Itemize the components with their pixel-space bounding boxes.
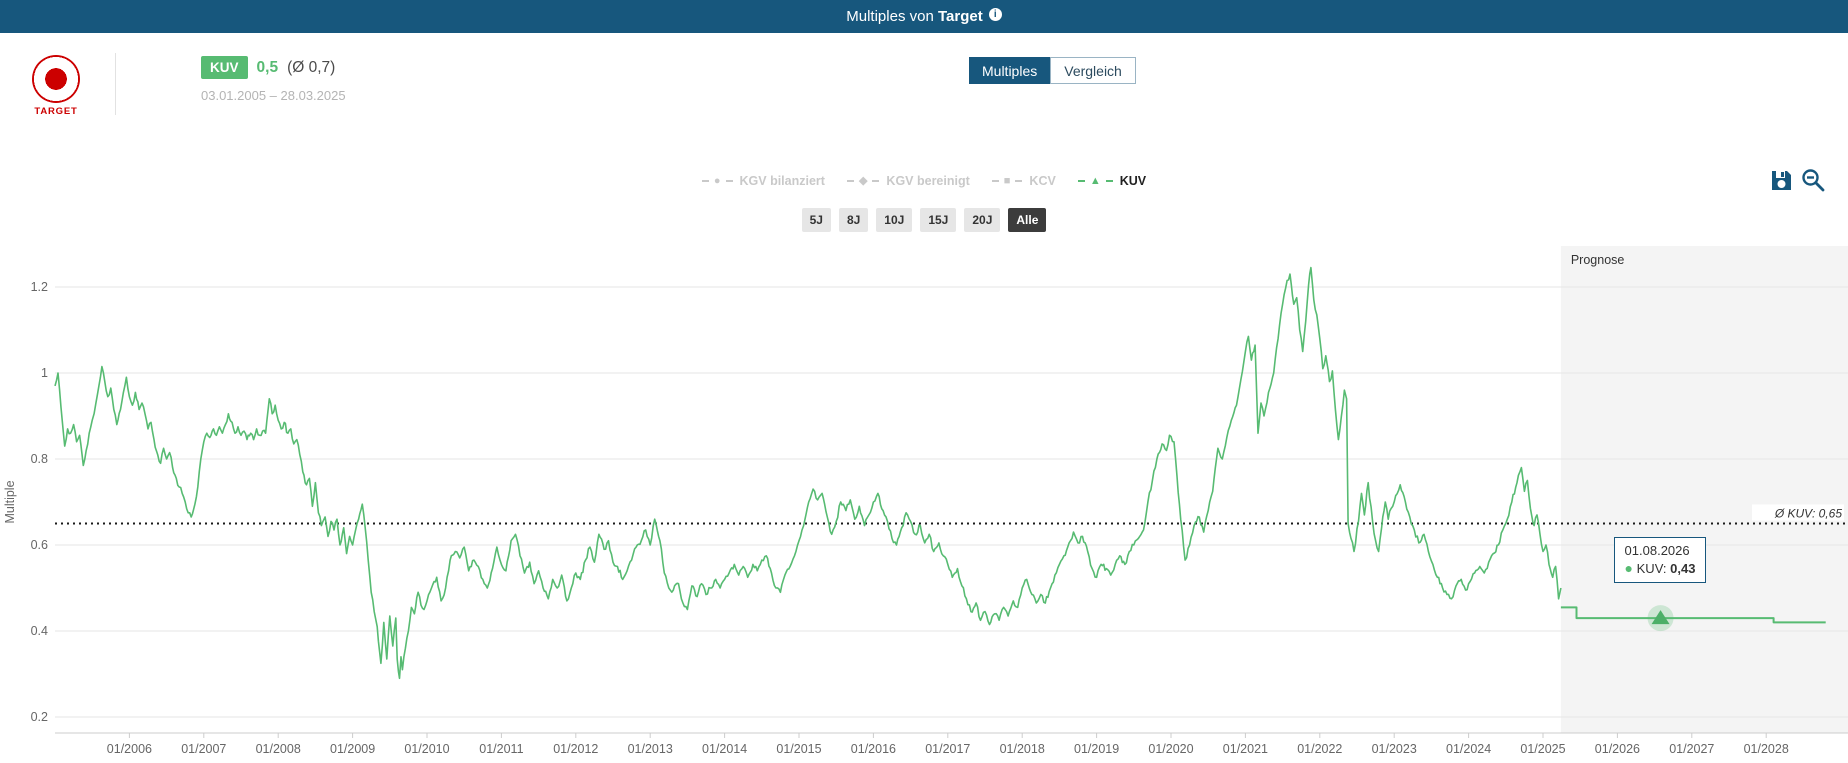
metric-current-value: 0,5 — [256, 58, 279, 76]
y-axis-tick-label: 0.6 — [31, 538, 48, 552]
x-axis-tick-label: 01/2022 — [1297, 742, 1342, 756]
target-bullseye-logo-icon — [32, 55, 80, 103]
x-axis-tick-label: 01/2020 — [1148, 742, 1193, 756]
date-range: 03.01.2005 – 28.03.2025 — [201, 88, 346, 103]
x-axis-tick-label: 01/2024 — [1446, 742, 1491, 756]
x-axis-tick-label: 01/2014 — [702, 742, 747, 756]
legend-line-icon — [1015, 180, 1023, 182]
forecast-region-label: Prognose — [1571, 253, 1625, 267]
view-tabs: Multiples Vergleich — [969, 57, 1136, 84]
x-axis-tick-label: 01/2008 — [256, 742, 301, 756]
legend-item-kcv[interactable]: ■ KCV — [991, 174, 1056, 188]
header-bar: Multiples von Target i — [0, 0, 1848, 33]
legend-label: KGV bereinigt — [886, 174, 970, 188]
x-axis-tick-label: 01/2021 — [1223, 742, 1268, 756]
x-axis-tick-label: 01/2010 — [404, 742, 449, 756]
y-axis-tick-label: 1 — [41, 366, 48, 380]
x-axis-tick-label: 01/2017 — [925, 742, 970, 756]
x-axis-tick-label: 01/2009 — [330, 742, 375, 756]
kuv-multiples-chart[interactable]: Prognose 0.2 0.4 0.6 0.8 1 1.2 Multiple 01/2006 0… — [0, 240, 1848, 763]
x-axis-tick-label: 01/2025 — [1520, 742, 1565, 756]
legend-line-icon — [701, 180, 709, 182]
x-axis-tick-label: 01/2019 — [1074, 742, 1119, 756]
kuv-point-marker-icon[interactable] — [1651, 610, 1670, 625]
y-axis-tick-label: 0.4 — [31, 624, 48, 638]
x-axis-tick-label: 01/2028 — [1744, 742, 1789, 756]
range-button-8j[interactable]: 8J — [838, 208, 869, 232]
x-axis-tick-label: 01/2018 — [1000, 742, 1045, 756]
legend-label: KUV — [1119, 174, 1147, 188]
legend-line-icon — [846, 180, 854, 182]
series-dot-icon: ● — [1624, 560, 1634, 577]
legend-item-kgv-bereinigt[interactable]: ◆ KGV bereinigt — [846, 174, 970, 188]
metric-badge: KUV — [201, 56, 248, 79]
y-axis-title: Multiple — [3, 480, 17, 523]
x-axis-tick-label: 01/2007 — [181, 742, 226, 756]
x-axis-tick-label: 01/2023 — [1372, 742, 1417, 756]
x-axis-tick-label: 01/2016 — [851, 742, 896, 756]
zoom-out-icon[interactable] — [1800, 167, 1826, 198]
chart-tooltip: 01.08.2026 ● KUV: 0,43 — [1613, 537, 1707, 584]
legend-line-icon — [991, 180, 999, 182]
tooltip-date: 01.08.2026 — [1624, 543, 1690, 559]
x-axis-tick-label: 01/2013 — [628, 742, 673, 756]
legend-line-icon — [872, 180, 880, 182]
logo-text: TARGET — [34, 106, 78, 117]
range-button-15j[interactable]: 15J — [920, 208, 957, 232]
y-axis-tick-label: 0.8 — [31, 452, 48, 466]
average-line-label: Ø KUV: 0,65 — [1774, 507, 1842, 521]
diamond-marker-icon: ◆ — [858, 174, 868, 187]
kuv-forecast-line — [1560, 606, 1826, 624]
legend-item-kgv-bilanziert[interactable]: ● KGV bilanziert — [701, 174, 825, 188]
legend-line-icon — [725, 180, 733, 182]
square-marker-icon: ■ — [1003, 174, 1011, 187]
range-button-alle[interactable]: Alle — [1008, 208, 1047, 232]
kuv-series-line — [54, 266, 1562, 680]
company-logo: TARGET — [30, 55, 82, 117]
range-button-20j[interactable]: 20J — [964, 208, 1001, 232]
page-title: Multiples von Target i — [846, 8, 1002, 25]
x-axis-tick-label: 01/2026 — [1595, 742, 1640, 756]
tooltip-series-label: KUV: — [1636, 561, 1667, 577]
x-axis-tick-label: 01/2012 — [553, 742, 598, 756]
metric-average-note: (Ø 0,7) — [287, 58, 336, 76]
x-axis-tick-label: 01/2006 — [107, 742, 152, 756]
triangle-marker-icon: ▲ — [1089, 174, 1101, 187]
chart-legend: ● KGV bilanziert ◆ KGV bereinigt ■ KCV ▲ KUV — [0, 174, 1848, 188]
y-axis-tick-label: 0.2 — [31, 710, 48, 724]
company-name: Target — [937, 8, 983, 25]
tooltip-value: 0,43 — [1670, 561, 1696, 577]
average-label-chip — [1752, 504, 1844, 521]
forecast-region — [1560, 246, 1848, 733]
range-buttons: 5J 8J 10J 15J 20J Alle — [0, 208, 1848, 232]
x-axis-tick-label: 01/2015 — [776, 742, 821, 756]
x-axis-tick-label: 01/2011 — [479, 742, 523, 756]
legend-item-kuv[interactable]: ▲ KUV — [1077, 174, 1147, 188]
metric-header: KUV 0,5 (Ø 0,7) 03.01.2005 – 28.03.2025 — [201, 56, 346, 103]
legend-label: KGV bilanziert — [739, 174, 825, 188]
info-icon[interactable]: i — [988, 8, 1002, 21]
tab-multiples[interactable]: Multiples — [969, 57, 1051, 84]
save-icon[interactable] — [1770, 169, 1793, 197]
legend-label: KCV — [1029, 174, 1056, 188]
circle-marker-icon: ● — [713, 174, 721, 187]
range-button-10j[interactable]: 10J — [876, 208, 913, 232]
legend-line-icon — [1105, 180, 1113, 182]
chart-toolbar — [1770, 167, 1826, 198]
tab-vergleich[interactable]: Vergleich — [1050, 57, 1136, 84]
x-axis-tick-label: 01/2027 — [1669, 742, 1714, 756]
vertical-divider — [115, 53, 116, 115]
legend-line-icon — [1077, 180, 1085, 182]
y-axis-tick-label: 1.2 — [31, 280, 48, 294]
tooltip-value-row: ● KUV: 0,43 — [1625, 560, 1696, 576]
range-button-5j[interactable]: 5J — [801, 208, 831, 232]
